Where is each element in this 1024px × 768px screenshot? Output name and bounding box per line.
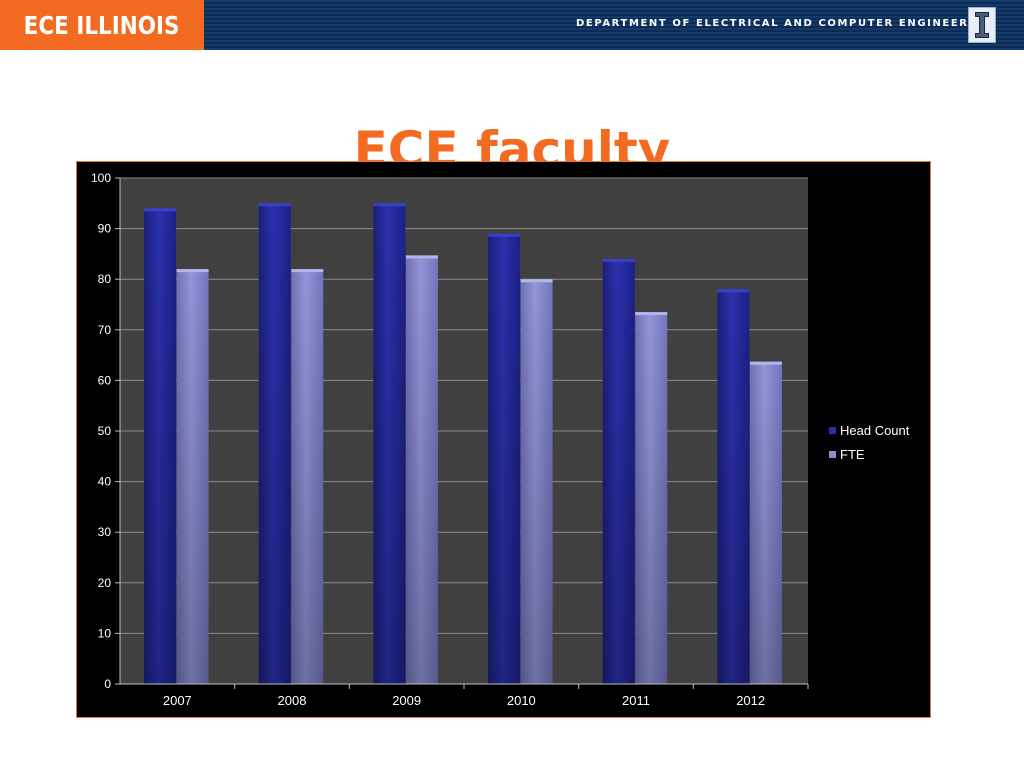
y-tick-label: 60: [98, 373, 112, 387]
bar-shade-fte-2008: [291, 269, 324, 684]
y-tick-label: 0: [104, 677, 111, 691]
x-tick-label: 2008: [278, 693, 307, 708]
bar-cap-head-count-2007: [144, 208, 177, 212]
legend-label-head-count: Head Count: [840, 422, 910, 438]
y-tick-label: 70: [98, 323, 112, 337]
bar-shade-head-count-2012: [717, 289, 750, 684]
bar-shade-head-count-2008: [258, 203, 291, 685]
bar-shade-head-count-2007: [144, 208, 177, 685]
x-tick-label: 2011: [622, 693, 650, 708]
bar-cap-head-count-2012: [717, 289, 750, 293]
x-tick-label: 2009: [392, 693, 421, 708]
bar-shade-fte-2007: [176, 269, 209, 684]
bar-shade-head-count-2009: [373, 203, 406, 685]
bar-cap-fte-2011: [635, 312, 668, 316]
y-tick-label: 40: [98, 475, 112, 489]
bar-shade-fte-2012: [749, 361, 782, 684]
bar-shade-fte-2009: [405, 255, 438, 684]
bar-cap-head-count-2011: [602, 258, 635, 262]
brand-block[interactable]: ECE ILLINOIS: [0, 0, 204, 50]
y-tick-label: 50: [98, 424, 112, 438]
bar-shade-fte-2010: [520, 279, 553, 684]
y-tick-label: 10: [98, 626, 112, 640]
chart-frame: 0 10 20 30 40 50 60 70 80 90 100 2007 2008 2009 2010 20…: [76, 161, 931, 718]
legend-swatch-fte: [829, 450, 836, 458]
illinois-block-i-icon[interactable]: [968, 7, 996, 43]
legend-item-head-count[interactable]: Head Count: [829, 418, 909, 442]
bar-cap-fte-2008: [291, 269, 324, 273]
bar-shade-fte-2011: [635, 312, 668, 684]
x-tick-label: 2010: [507, 693, 536, 708]
department-name: DEPARTMENT OF ELECTRICAL AND COMPUTER EN…: [576, 18, 994, 29]
chart-legend: Head Count FTE: [829, 418, 909, 466]
bar-chart: 0 10 20 30 40 50 60 70 80 90 100 2007 2008 2009 2010 20…: [91, 171, 809, 708]
bar-cap-head-count-2010: [488, 233, 521, 237]
header-bar: ECE ILLINOIS DEPARTMENT OF ELECTRICAL AN…: [0, 0, 1024, 50]
x-tick-label: 2012: [736, 693, 765, 708]
y-tick-label: 100: [91, 171, 111, 185]
bar-shade-head-count-2010: [488, 233, 521, 684]
x-tick-label: 2007: [163, 693, 192, 708]
legend-label-fte: FTE: [840, 446, 865, 462]
y-tick-label: 90: [98, 222, 112, 236]
bar-cap-fte-2012: [749, 361, 782, 365]
y-tick-label: 80: [98, 272, 112, 286]
bar-cap-fte-2007: [176, 269, 209, 273]
bar-cap-fte-2009: [405, 255, 438, 259]
bar-cap-fte-2010: [520, 279, 553, 283]
y-tick-label: 30: [98, 525, 112, 539]
legend-item-fte[interactable]: FTE: [829, 442, 909, 466]
y-tick-label: 20: [98, 576, 112, 590]
bar-cap-head-count-2008: [258, 203, 291, 207]
legend-swatch-head-count: [829, 426, 836, 434]
brand-name: ECE ILLINOIS: [24, 10, 180, 40]
bar-shade-head-count-2011: [602, 258, 635, 684]
bar-cap-head-count-2009: [373, 203, 406, 207]
